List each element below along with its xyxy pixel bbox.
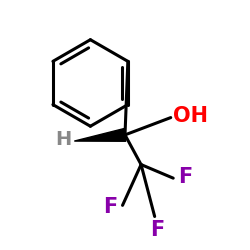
Text: F: F: [150, 220, 164, 240]
Text: F: F: [178, 167, 192, 187]
Text: F: F: [103, 196, 118, 216]
Text: OH: OH: [173, 106, 208, 126]
Polygon shape: [74, 128, 126, 141]
Text: H: H: [56, 130, 72, 149]
